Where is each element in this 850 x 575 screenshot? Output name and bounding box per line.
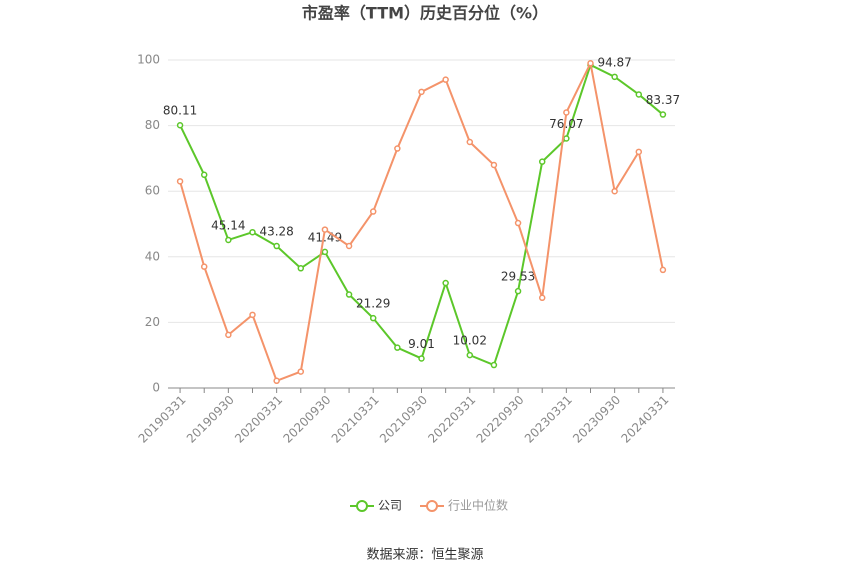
x-tick-label: 20210331: [329, 393, 382, 446]
point: [273, 242, 280, 250]
source-note: 数据来源：恒生聚源: [366, 548, 483, 563]
series-line: [179, 63, 664, 367]
data-label: 29.53: [501, 270, 535, 284]
legend-label: 行业中位数: [448, 498, 508, 513]
point: [394, 344, 401, 351]
point: [418, 88, 425, 96]
point: [538, 158, 546, 165]
point: [418, 355, 425, 362]
point: [587, 60, 594, 67]
point: [249, 228, 256, 236]
x-tick-label: 20240331: [618, 393, 671, 446]
y-tick-label: 60: [145, 184, 160, 198]
point: [345, 291, 353, 298]
point: [369, 314, 377, 322]
y-tick-label: 80: [145, 118, 160, 132]
point: [442, 279, 449, 287]
series-line: [179, 60, 664, 383]
point: [635, 91, 643, 98]
point: [297, 368, 305, 375]
data-label: 41.49: [308, 230, 342, 244]
point: [200, 263, 208, 270]
x-tick-label: 20200331: [232, 393, 285, 446]
data-label: 9.01: [408, 337, 435, 351]
chart-title: 市盈率（TTM）历史百分位（%）: [302, 4, 548, 23]
legend-marker: [356, 500, 368, 512]
point: [273, 377, 280, 385]
point: [225, 236, 232, 244]
data-label: 83.37: [646, 93, 680, 107]
point: [538, 294, 546, 302]
legend-marker: [426, 500, 438, 512]
x-tick-label: 20190331: [136, 393, 189, 446]
point: [611, 187, 618, 195]
point: [490, 161, 498, 169]
data-label: 94.87: [597, 55, 631, 69]
point: [345, 242, 353, 250]
point: [297, 265, 305, 272]
data-label: 21.29: [356, 297, 390, 311]
point: [659, 266, 667, 274]
point: [176, 121, 184, 129]
point: [490, 361, 498, 369]
legend-label: 公司: [378, 499, 402, 513]
data-label: 76.07: [549, 117, 583, 131]
data-label: 80.11: [163, 104, 197, 118]
x-tick-label: 20190930: [184, 393, 237, 446]
x-tick-label: 20210930: [377, 393, 430, 446]
point: [321, 248, 329, 256]
y-tick-label: 40: [145, 249, 160, 263]
data-label: 43.28: [259, 225, 293, 239]
point: [563, 135, 570, 142]
data-label: 45.14: [211, 218, 245, 232]
x-tick-label: 20200930: [280, 393, 333, 446]
point: [514, 287, 522, 295]
point: [200, 171, 208, 179]
y-tick-label: 20: [145, 315, 160, 329]
point: [225, 331, 232, 339]
point: [369, 208, 377, 215]
point: [176, 178, 184, 185]
x-tick-label: 20230930: [570, 393, 623, 446]
x-tick-label: 20230331: [522, 393, 575, 446]
point: [659, 111, 667, 118]
point: [442, 76, 449, 83]
point: [611, 73, 618, 81]
point: [466, 351, 474, 359]
point: [394, 145, 401, 152]
x-tick-label: 20220331: [425, 393, 478, 446]
y-tick-label: 0: [152, 381, 160, 395]
point: [466, 138, 474, 146]
point: [249, 311, 256, 319]
data-label: 10.02: [453, 334, 487, 348]
x-tick-label: 20220930: [474, 393, 527, 446]
point: [514, 219, 522, 227]
point: [321, 226, 329, 233]
point: [563, 109, 570, 116]
point: [635, 148, 643, 156]
y-tick-label: 100: [137, 53, 160, 67]
